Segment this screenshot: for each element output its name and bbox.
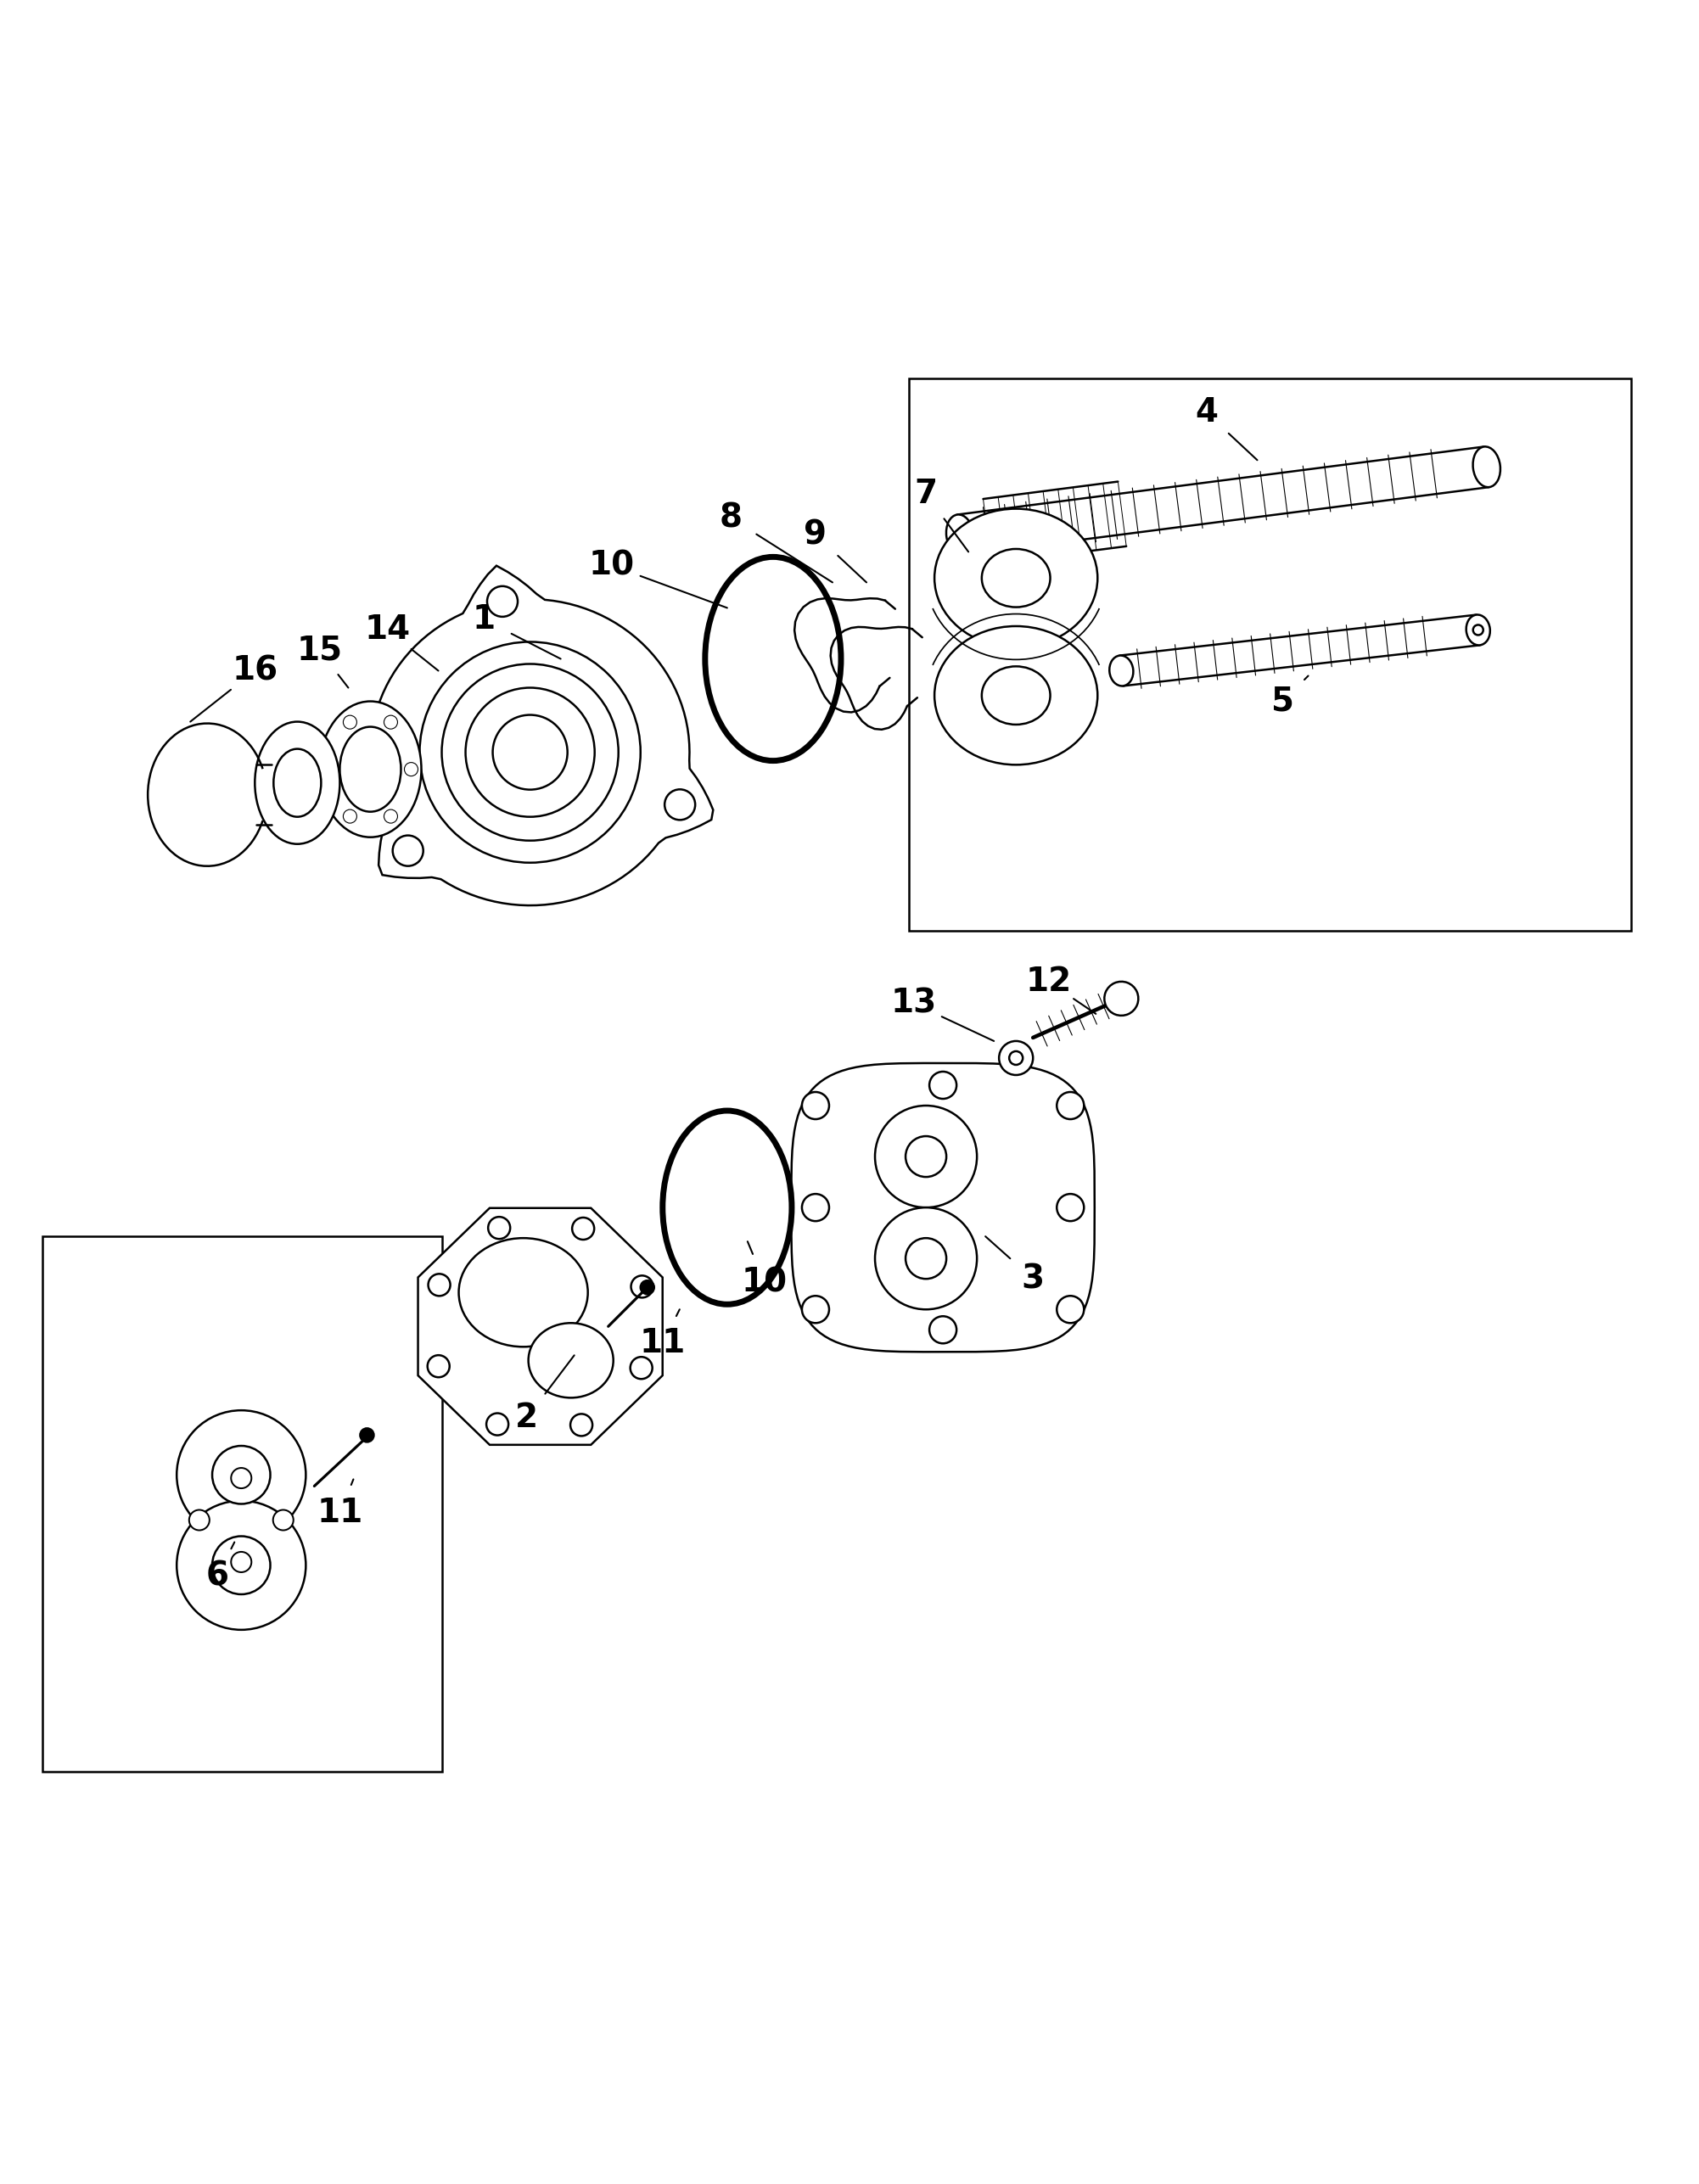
Text: 9: 9 bbox=[804, 520, 827, 550]
Ellipse shape bbox=[999, 1042, 1033, 1075]
Ellipse shape bbox=[319, 701, 421, 836]
Text: 16: 16 bbox=[231, 655, 279, 686]
Polygon shape bbox=[370, 566, 714, 906]
Ellipse shape bbox=[488, 1216, 510, 1238]
Ellipse shape bbox=[384, 810, 398, 823]
Polygon shape bbox=[792, 1064, 1094, 1352]
Text: 8: 8 bbox=[719, 502, 742, 533]
Ellipse shape bbox=[946, 515, 974, 555]
Ellipse shape bbox=[641, 1280, 654, 1295]
Ellipse shape bbox=[486, 1413, 508, 1435]
Ellipse shape bbox=[274, 749, 321, 817]
Ellipse shape bbox=[906, 1238, 946, 1280]
Ellipse shape bbox=[875, 1105, 977, 1208]
Ellipse shape bbox=[323, 762, 336, 775]
Ellipse shape bbox=[934, 627, 1098, 764]
Ellipse shape bbox=[1057, 1195, 1084, 1221]
Ellipse shape bbox=[1473, 625, 1483, 636]
Ellipse shape bbox=[1109, 655, 1133, 686]
Ellipse shape bbox=[428, 1273, 450, 1295]
Ellipse shape bbox=[929, 1072, 957, 1099]
Text: 3: 3 bbox=[1021, 1262, 1045, 1295]
Ellipse shape bbox=[340, 727, 401, 812]
Ellipse shape bbox=[428, 1356, 450, 1378]
Ellipse shape bbox=[630, 1275, 652, 1297]
Ellipse shape bbox=[404, 762, 418, 775]
Text: 6: 6 bbox=[206, 1559, 229, 1592]
Ellipse shape bbox=[1009, 1051, 1023, 1066]
Ellipse shape bbox=[929, 1317, 957, 1343]
Ellipse shape bbox=[802, 1295, 829, 1324]
Ellipse shape bbox=[982, 548, 1050, 607]
Text: 2: 2 bbox=[515, 1402, 539, 1435]
Ellipse shape bbox=[231, 1468, 251, 1487]
Ellipse shape bbox=[1104, 981, 1138, 1016]
Text: 10: 10 bbox=[588, 550, 635, 581]
Ellipse shape bbox=[189, 1509, 209, 1531]
Ellipse shape bbox=[177, 1411, 306, 1540]
Ellipse shape bbox=[255, 721, 340, 843]
Text: 14: 14 bbox=[364, 614, 411, 646]
Ellipse shape bbox=[212, 1446, 270, 1505]
Ellipse shape bbox=[630, 1356, 652, 1378]
Ellipse shape bbox=[802, 1195, 829, 1221]
Text: 12: 12 bbox=[1024, 965, 1072, 998]
Text: 11: 11 bbox=[639, 1328, 686, 1358]
Ellipse shape bbox=[459, 1238, 588, 1348]
Text: 11: 11 bbox=[316, 1498, 364, 1529]
Ellipse shape bbox=[343, 810, 357, 823]
Ellipse shape bbox=[274, 1509, 294, 1531]
Ellipse shape bbox=[802, 1092, 829, 1118]
Polygon shape bbox=[418, 1208, 663, 1446]
Ellipse shape bbox=[573, 1216, 595, 1241]
Ellipse shape bbox=[488, 585, 518, 616]
Ellipse shape bbox=[528, 1324, 613, 1398]
Ellipse shape bbox=[360, 1428, 374, 1441]
Ellipse shape bbox=[1473, 446, 1500, 487]
Ellipse shape bbox=[571, 1413, 593, 1437]
Text: 7: 7 bbox=[914, 478, 938, 511]
Ellipse shape bbox=[906, 1136, 946, 1177]
Ellipse shape bbox=[392, 836, 423, 867]
Ellipse shape bbox=[982, 666, 1050, 725]
Ellipse shape bbox=[384, 716, 398, 729]
Ellipse shape bbox=[934, 509, 1098, 646]
Text: 15: 15 bbox=[296, 633, 343, 666]
Ellipse shape bbox=[875, 1208, 977, 1310]
Ellipse shape bbox=[1057, 1295, 1084, 1324]
Ellipse shape bbox=[664, 788, 695, 819]
Ellipse shape bbox=[231, 1553, 251, 1572]
Ellipse shape bbox=[177, 1500, 306, 1629]
Ellipse shape bbox=[212, 1535, 270, 1594]
Ellipse shape bbox=[343, 716, 357, 729]
Text: 10: 10 bbox=[741, 1267, 788, 1297]
Text: 5: 5 bbox=[1271, 686, 1295, 716]
Text: 13: 13 bbox=[890, 987, 938, 1020]
Ellipse shape bbox=[1057, 1092, 1084, 1118]
Ellipse shape bbox=[1466, 614, 1490, 644]
Text: 4: 4 bbox=[1194, 397, 1218, 428]
Polygon shape bbox=[909, 378, 1631, 930]
Text: 1: 1 bbox=[472, 603, 496, 636]
Polygon shape bbox=[42, 1236, 442, 1771]
